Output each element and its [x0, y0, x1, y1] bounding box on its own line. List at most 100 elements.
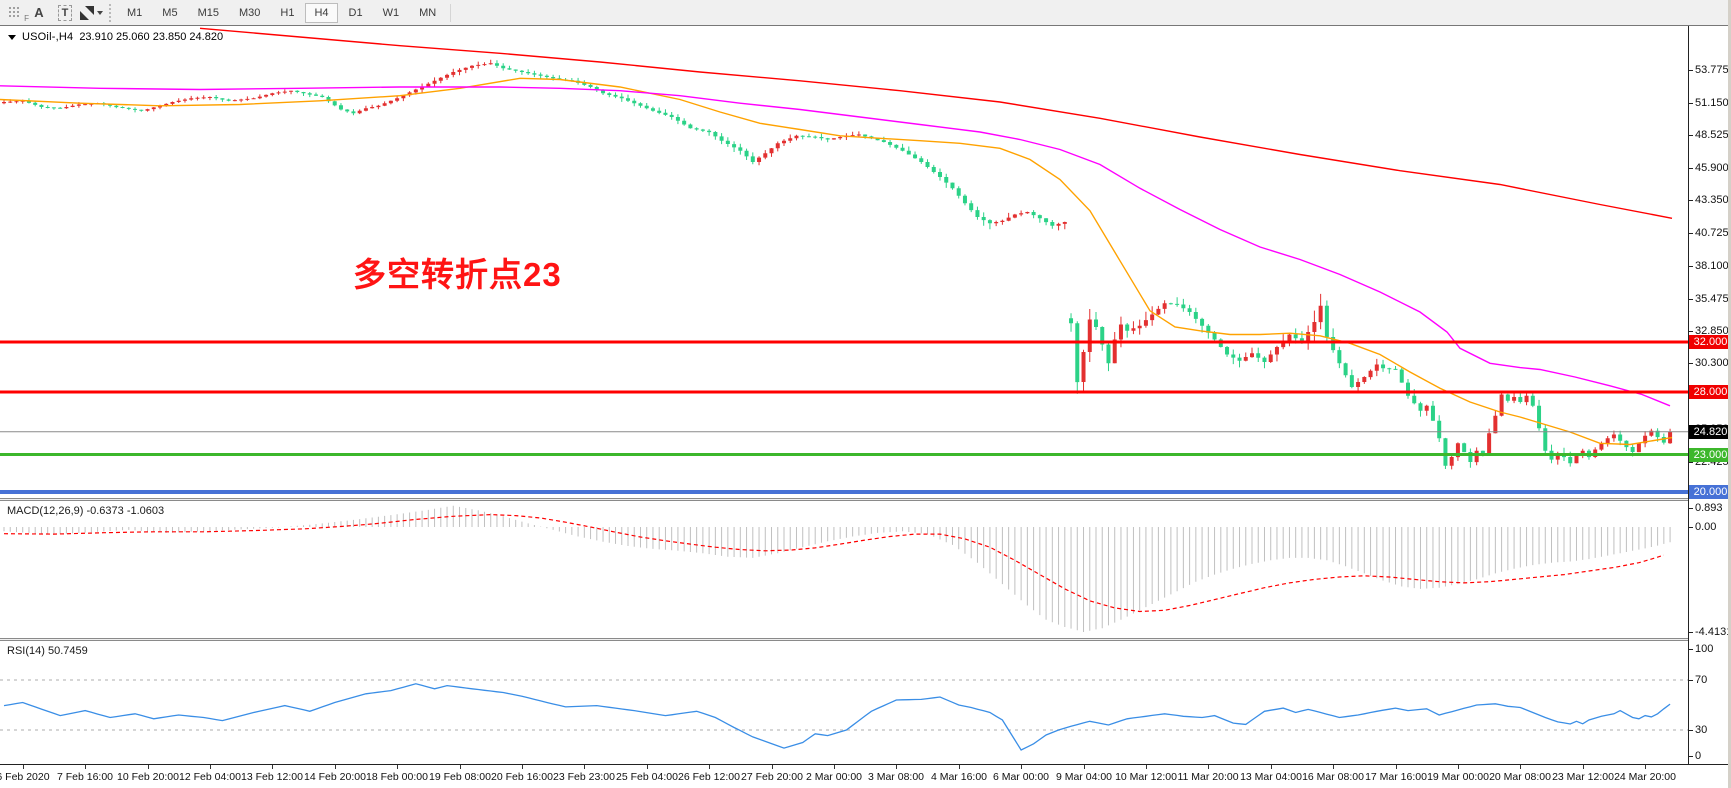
timeframe-button-h4[interactable]: H4	[305, 2, 338, 23]
date-tick-label: 26 Feb 12:00	[678, 771, 740, 783]
date-tick-label: 13 Feb 12:00	[241, 771, 303, 783]
price-badge-32.000: 32.000	[1689, 335, 1731, 349]
price-tick-label: 38.100	[1695, 260, 1729, 272]
axis-tick-mark	[1689, 200, 1693, 201]
macd-tick-label: 0.00	[1695, 521, 1717, 533]
main-plot-svg	[0, 27, 1688, 494]
price-badge-23.000: 23.000	[1689, 448, 1731, 462]
symbol-name: USOil-,H4	[22, 31, 74, 43]
date-tick-label: 19 Mar 00:00	[1427, 771, 1489, 783]
price-tick-label: 40.725	[1695, 227, 1729, 239]
axis-tick-mark	[1689, 508, 1693, 509]
date-tick-label: 24 Mar 20:00	[1614, 771, 1676, 783]
date-tick-label: 11 Mar 20:00	[1177, 771, 1239, 783]
symbol-dropdown-icon[interactable]	[8, 34, 16, 40]
textbox-tool-icon[interactable]: T	[53, 2, 77, 24]
date-tick-mark	[23, 765, 24, 769]
date-tick-label: 7 Feb 16:00	[56, 771, 114, 783]
timeframe-button-m30[interactable]: M30	[238, 6, 261, 19]
timeframe-button-m15[interactable]: M15	[197, 6, 219, 19]
toolbar-divider	[450, 3, 452, 22]
symbol-title: USOil-,H4 23.910 25.060 23.850 24.820	[8, 31, 223, 43]
date-tick-label: 19 Feb 08:00	[429, 771, 491, 783]
date-tick-mark	[148, 765, 149, 769]
date-tick-mark	[647, 765, 648, 769]
timeframe-button-m1[interactable]: M1	[127, 6, 143, 19]
date-tick-mark	[335, 765, 336, 769]
window-right-edge	[1728, 0, 1731, 788]
rsi-line	[3, 683, 1671, 751]
date-tick-mark	[522, 765, 523, 769]
axis-tick-mark	[1689, 649, 1693, 650]
price-tick-label: 43.350	[1695, 194, 1729, 206]
cursor-tool-icon[interactable]	[79, 2, 103, 24]
date-tick-label: 12 Feb 04:00	[179, 771, 241, 783]
chart-annotation-text[interactable]: 多空转折点23	[353, 256, 562, 293]
price-scale[interactable]: 53.775 51.150 48.525 45.900 43.350 40.725 38.1…	[1688, 26, 1731, 764]
date-tick-label: 23 Mar 12:00	[1552, 771, 1614, 783]
date-tick-label: 20 Mar 08:00	[1489, 771, 1551, 783]
date-tick-label: 18 Feb 00:00	[366, 771, 428, 783]
axis-tick-mark	[1689, 632, 1693, 633]
rsi-plot[interactable]	[0, 641, 1688, 763]
macd-histogram	[3, 505, 1671, 632]
axis-tick-mark	[1689, 730, 1693, 731]
axis-tick-mark	[1689, 233, 1693, 234]
macd-signal-line	[3, 513, 1665, 613]
macd-plot[interactable]	[0, 501, 1688, 638]
axis-tick-mark	[1689, 168, 1693, 169]
timeframe-button-h1[interactable]: H1	[280, 6, 295, 19]
macd-tick-label: -4.4131	[1695, 626, 1731, 638]
date-tick-label: 17 Mar 16:00	[1365, 771, 1427, 783]
date-tick-label: 6 Mar 00:00	[992, 771, 1050, 783]
pane-splitter[interactable]	[0, 498, 1731, 501]
toolbar-drag-handle-icon[interactable]: F	[1, 2, 29, 24]
date-tick-label: 3 Mar 08:00	[867, 771, 925, 783]
date-tick-label: 10 Mar 12:00	[1115, 771, 1177, 783]
date-tick-mark	[584, 765, 585, 769]
date-tick-mark	[210, 765, 211, 769]
axis-tick-mark	[1689, 363, 1693, 364]
rsi-tick-label: 70	[1695, 674, 1708, 686]
price-tick-label: 51.150	[1695, 97, 1729, 109]
axis-tick-mark	[1689, 462, 1693, 463]
macd-tick-label: 0.893	[1695, 502, 1723, 514]
price-tick-label: 30.300	[1695, 357, 1729, 369]
price-tick-label: 35.475	[1695, 293, 1729, 305]
rsi-tick-label: 0	[1695, 750, 1702, 762]
timeframe-button-m5[interactable]: M5	[162, 6, 178, 19]
timeframe-button-d1[interactable]: D1	[348, 6, 363, 19]
date-tick-mark	[1146, 765, 1147, 769]
axis-tick-mark	[1689, 135, 1693, 136]
top-toolbar: F A T M1 M5 M15 M30 H1 H4 D1 W1 MN	[0, 0, 1731, 26]
date-tick-mark	[772, 765, 773, 769]
price-badge-28.000: 28.000	[1689, 385, 1731, 399]
time-scale[interactable]: 6 Feb 2020 7 Feb 16:00 10 Feb 20:00 12 Feb …	[0, 764, 1731, 788]
date-tick-mark	[1084, 765, 1085, 769]
rsi-plot-svg	[0, 679, 1688, 751]
date-tick-mark	[1520, 765, 1521, 769]
chevron-down-icon[interactable]	[96, 10, 103, 15]
main-price-plot[interactable]	[0, 26, 1688, 498]
timeframe-button-mn[interactable]: MN	[419, 6, 437, 19]
chart-region: USOil-,H4 23.910 25.060 23.850 24.820 多空…	[0, 25, 1731, 788]
symbol-ohlc: 23.910 25.060 23.850 24.820	[79, 31, 224, 43]
axis-tick-mark	[1689, 527, 1693, 528]
date-tick-label: 4 Mar 16:00	[930, 771, 988, 783]
axis-tick-mark	[1689, 266, 1693, 267]
timeframe-button-w1[interactable]: W1	[382, 6, 400, 19]
date-tick-mark	[896, 765, 897, 769]
date-tick-mark	[1271, 765, 1272, 769]
price-tick-label: 45.900	[1695, 162, 1729, 174]
date-tick-label: 16 Mar 08:00	[1302, 771, 1364, 783]
text-tool-icon[interactable]: A	[34, 5, 44, 20]
price-tick-label: 53.775	[1695, 64, 1729, 76]
pane-splitter[interactable]	[0, 638, 1731, 641]
rsi-label: RSI(14) 50.7459	[7, 645, 88, 657]
axis-tick-mark	[1689, 680, 1693, 681]
ma-fast-line	[0, 77, 1673, 446]
date-tick-label: 2 Mar 00:00	[805, 771, 863, 783]
price-tick-label: 48.525	[1695, 129, 1729, 141]
date-tick-label: 14 Feb 20:00	[304, 771, 366, 783]
